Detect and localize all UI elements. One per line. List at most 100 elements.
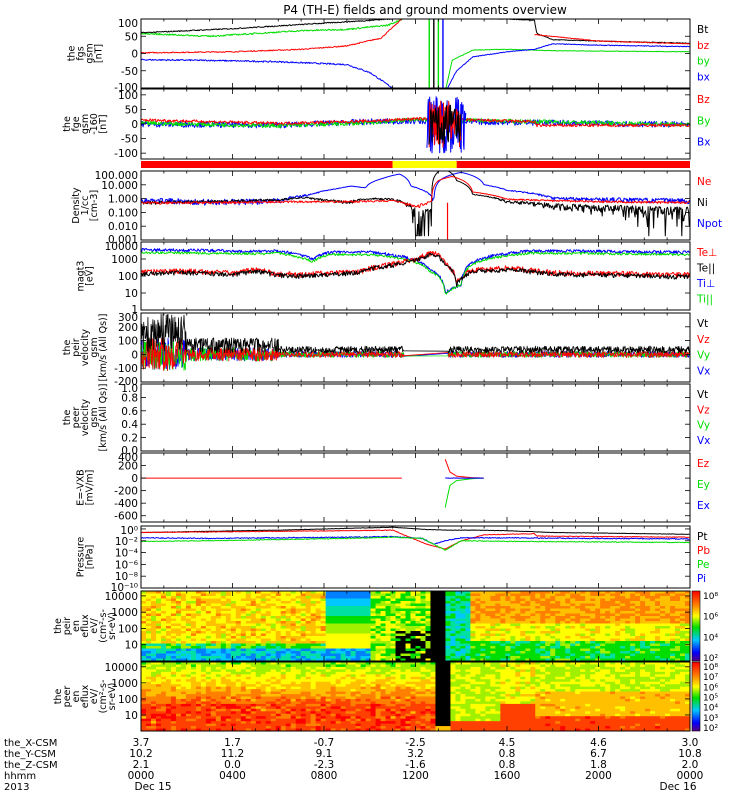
heat-cell bbox=[265, 618, 272, 622]
heat-cell bbox=[175, 608, 182, 612]
heat-cell bbox=[570, 638, 576, 642]
heat-cell bbox=[145, 591, 152, 594]
y-tick-label: 10 bbox=[125, 640, 138, 652]
heat-cell bbox=[170, 628, 177, 632]
heat-cell bbox=[265, 631, 272, 634]
heat-cell bbox=[280, 703, 287, 707]
heat-cell bbox=[530, 626, 536, 629]
heat-cell bbox=[175, 698, 182, 702]
heat-cell bbox=[145, 598, 152, 602]
heat-cell bbox=[365, 603, 371, 607]
heat-cell bbox=[670, 623, 676, 627]
heat-cell bbox=[265, 721, 272, 724]
heat-cell bbox=[505, 613, 511, 617]
heat-cell bbox=[380, 618, 386, 622]
heat-cell bbox=[250, 611, 257, 614]
heat-cell bbox=[640, 603, 646, 607]
heat-cell bbox=[515, 613, 521, 617]
heat-cell bbox=[220, 636, 227, 639]
heat-cell bbox=[240, 713, 247, 717]
heat-cell bbox=[195, 708, 202, 712]
heat-cell bbox=[365, 608, 371, 612]
heat-cell bbox=[295, 631, 302, 634]
heat-cell bbox=[285, 701, 292, 705]
heat-cell bbox=[495, 618, 501, 622]
heat-cell bbox=[395, 611, 401, 614]
heat-cell bbox=[315, 601, 322, 604]
heat-cell bbox=[615, 621, 621, 624]
heat-cell bbox=[340, 626, 347, 629]
heat-cell bbox=[515, 648, 521, 652]
heat-cell bbox=[150, 703, 157, 707]
heat-cell bbox=[315, 708, 322, 712]
heat-cell bbox=[265, 723, 272, 727]
heat-cell bbox=[480, 626, 486, 629]
heat-cell bbox=[525, 608, 531, 612]
heat-cell bbox=[210, 728, 217, 731]
heat-cell bbox=[420, 603, 426, 607]
heat-cell bbox=[141, 638, 147, 642]
heat-cell bbox=[220, 708, 227, 712]
heat-cell bbox=[595, 653, 601, 657]
heat-cell bbox=[180, 713, 187, 717]
heat-cell bbox=[255, 631, 262, 634]
heat-cell bbox=[620, 651, 626, 654]
heat-cell bbox=[280, 671, 287, 675]
heat-cell bbox=[450, 616, 456, 619]
heat-cell bbox=[355, 653, 361, 657]
heat-cell bbox=[595, 608, 601, 612]
heat-cell bbox=[495, 631, 501, 634]
heat-cell bbox=[385, 601, 391, 604]
heat-cell bbox=[200, 626, 207, 629]
heat-cell bbox=[230, 643, 237, 647]
heat-cell bbox=[141, 721, 147, 724]
heat-cell bbox=[285, 603, 292, 607]
heat-cell bbox=[305, 651, 312, 654]
heat-cell bbox=[255, 696, 262, 700]
heat-cell bbox=[385, 611, 391, 614]
heat-cell bbox=[280, 728, 287, 731]
heat-cell bbox=[490, 653, 496, 657]
heat-cell bbox=[315, 706, 322, 710]
heat-cell bbox=[325, 711, 332, 715]
y-axis-label: velocity bbox=[80, 329, 91, 367]
heat-cell bbox=[315, 726, 322, 729]
heat-cell bbox=[260, 694, 267, 697]
heat-cell bbox=[535, 616, 541, 619]
heat-cell bbox=[540, 628, 546, 632]
heat-cell bbox=[300, 708, 307, 712]
heat-cell bbox=[155, 638, 162, 642]
heat-cell bbox=[210, 593, 217, 597]
heat-cell bbox=[565, 598, 571, 602]
heat-cell bbox=[340, 656, 347, 659]
heat-cell bbox=[585, 651, 591, 654]
heat-cell bbox=[220, 684, 227, 688]
heat-cell bbox=[200, 718, 207, 722]
heat-cell bbox=[240, 611, 247, 614]
heat-cell bbox=[615, 658, 621, 661]
heat-cell bbox=[200, 679, 207, 683]
heat-cell bbox=[295, 681, 302, 685]
heat-cell bbox=[460, 653, 466, 657]
heat-cell bbox=[370, 653, 376, 657]
heat-cell bbox=[225, 656, 232, 659]
heat-cell bbox=[255, 662, 262, 665]
heat-cell bbox=[240, 636, 247, 639]
heat-cell bbox=[195, 638, 202, 642]
heat-cell bbox=[470, 638, 476, 642]
heat-cell bbox=[175, 611, 182, 614]
heat-cell bbox=[380, 601, 386, 604]
heat-cell bbox=[265, 638, 272, 642]
heat-cell bbox=[490, 606, 496, 609]
heat-cell bbox=[275, 598, 282, 602]
heat-cell bbox=[170, 711, 177, 715]
heat-cell bbox=[180, 653, 187, 657]
heat-cell bbox=[310, 656, 317, 659]
heat-cell bbox=[615, 596, 621, 599]
heat-cell bbox=[280, 674, 287, 678]
heat-cell bbox=[350, 656, 357, 659]
heat-cell bbox=[500, 646, 506, 649]
heat-cell bbox=[520, 656, 526, 659]
heat-cell bbox=[500, 623, 506, 627]
heat-cell bbox=[215, 686, 222, 690]
